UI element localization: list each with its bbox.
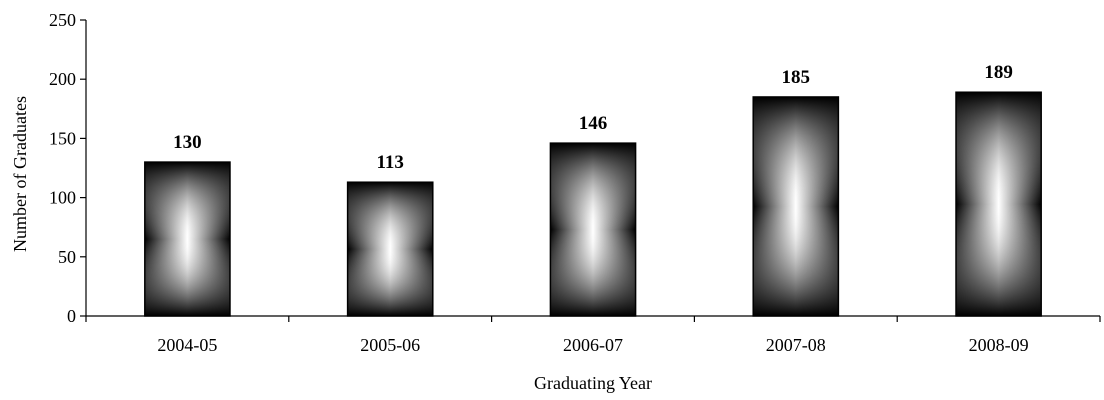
bar-value-label: 189 — [984, 62, 1013, 83]
x-tick-label: 2006-07 — [563, 335, 623, 355]
y-tick-label: 250 — [49, 10, 76, 30]
bar-value-label: 185 — [782, 67, 811, 88]
y-axis-ticks: 0 50 100 150 200 250 — [49, 10, 86, 326]
bars — [144, 91, 1042, 317]
x-tick-label: 2007-08 — [766, 335, 826, 355]
bar-shade — [144, 161, 231, 317]
bar-value-label: 130 — [173, 132, 202, 153]
bar-shade — [955, 91, 1042, 317]
y-tick-label: 0 — [67, 306, 76, 326]
bar — [144, 161, 231, 317]
bar — [346, 181, 434, 317]
x-tick-label: 2005-06 — [360, 335, 420, 355]
bar — [955, 91, 1042, 317]
y-tick-label: 200 — [49, 69, 76, 89]
y-tick-label: 100 — [49, 188, 76, 208]
y-axis-title: Number of Graduates — [10, 96, 30, 252]
x-axis-ticks: 2004-05 2005-06 2006-07 2007-08 2008-09 — [85, 316, 1101, 355]
y-tick-label: 50 — [58, 247, 76, 267]
bar-shade — [346, 181, 434, 317]
y-tick-label: 150 — [49, 128, 76, 148]
bar-value-label: 146 — [579, 113, 608, 134]
x-tick-label: 2004-05 — [157, 335, 217, 355]
x-tick-label: 2008-09 — [969, 335, 1029, 355]
bar-value-label: 113 — [376, 152, 403, 173]
bar-shade — [752, 96, 840, 317]
bar — [752, 96, 840, 317]
data-labels: 130 113 146 185 189 — [173, 62, 1013, 173]
bar-shade — [549, 142, 637, 317]
bar — [549, 142, 637, 317]
x-axis-title: Graduating Year — [534, 373, 652, 393]
